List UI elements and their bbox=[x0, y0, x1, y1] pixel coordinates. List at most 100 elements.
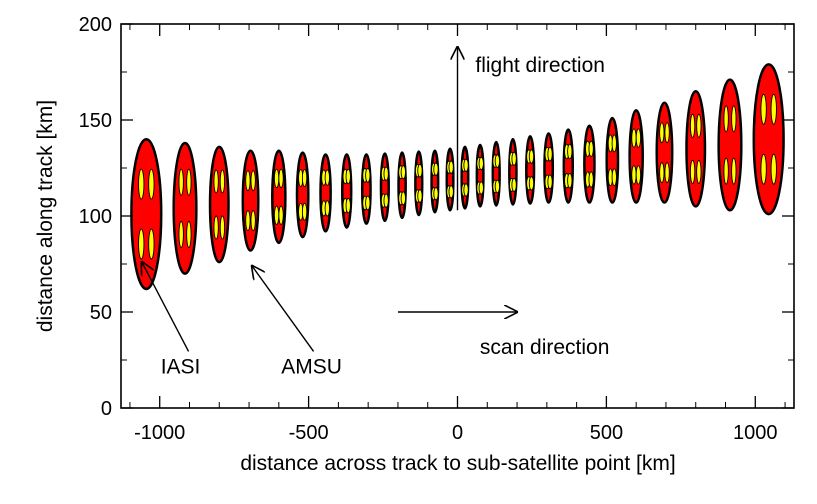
amsu-footprint bbox=[605, 116, 620, 204]
annotation-label: scan direction bbox=[480, 336, 610, 359]
iasi-pixel bbox=[547, 174, 553, 190]
footprint-ellipses bbox=[130, 63, 785, 291]
iasi-pixel bbox=[324, 200, 330, 217]
x-tick-label: 0 bbox=[452, 422, 463, 444]
amsu-footprint bbox=[475, 143, 485, 208]
iasi-pixel bbox=[760, 153, 767, 185]
iasi-pixel bbox=[528, 176, 535, 191]
amsu-footprint bbox=[628, 109, 644, 204]
iasi-pixel bbox=[273, 168, 280, 189]
iasi-pixel bbox=[138, 168, 145, 200]
amsu-footprint bbox=[717, 78, 743, 212]
amsu-footprint bbox=[341, 153, 353, 229]
iasi-pixel bbox=[696, 159, 702, 184]
x-axis-label: distance across track to sub-satellite p… bbox=[240, 452, 675, 475]
iasi-pixel bbox=[448, 160, 454, 174]
iasi-pixel bbox=[433, 162, 439, 176]
amsu-footprint bbox=[271, 149, 287, 245]
annotation-label: AMSU bbox=[281, 355, 342, 378]
amsu-footprint bbox=[130, 137, 163, 291]
iasi-pixel bbox=[659, 122, 665, 144]
amsu-footprint bbox=[460, 145, 470, 210]
iasi-pixel bbox=[635, 165, 642, 185]
iasi-pixel bbox=[345, 197, 351, 214]
iasi-pixel bbox=[511, 151, 517, 166]
iasi-pixel bbox=[433, 187, 439, 201]
iasi-pixel bbox=[213, 215, 219, 240]
iasi-pixel bbox=[345, 168, 351, 185]
iasi-pixel bbox=[696, 113, 702, 138]
iasi-pixel bbox=[659, 162, 665, 184]
iasi-pixel bbox=[219, 215, 226, 240]
amsu-footprint bbox=[685, 89, 707, 208]
iasi-pixel bbox=[250, 210, 256, 232]
iasi-pixel bbox=[631, 128, 637, 148]
iasi-pixel bbox=[186, 220, 192, 248]
iasi-pixel bbox=[463, 183, 469, 197]
x-tick-label: -1000 bbox=[134, 422, 185, 444]
iasi-pixel bbox=[635, 128, 642, 148]
iasi-pixel bbox=[611, 168, 617, 187]
amsu-footprint bbox=[525, 135, 536, 205]
iasi-pixel bbox=[494, 179, 501, 194]
iasi-pixel bbox=[400, 165, 406, 180]
iasi-pixel bbox=[723, 105, 729, 133]
iasi-pixel bbox=[588, 171, 594, 188]
amsu-footprint bbox=[319, 153, 332, 233]
amsu-footprint bbox=[752, 63, 785, 216]
iasi-pixel bbox=[365, 195, 371, 211]
iasi-pixel bbox=[301, 202, 308, 221]
x-tick-label: -500 bbox=[289, 422, 329, 444]
amsu-footprint bbox=[172, 141, 198, 275]
amsu-footprint bbox=[414, 150, 424, 217]
iasi-pixel bbox=[770, 93, 777, 125]
y-tick-label: 200 bbox=[79, 14, 112, 36]
iasi-pixel bbox=[250, 170, 256, 192]
iasi-pixel bbox=[178, 220, 184, 248]
iasi-pixel bbox=[324, 169, 330, 186]
annotation-arrow bbox=[142, 262, 190, 352]
iasi-pixel bbox=[138, 228, 145, 260]
iasi-pixel bbox=[547, 146, 553, 162]
iasi-pixel bbox=[478, 181, 484, 195]
iasi-pixel bbox=[731, 105, 737, 133]
amsu-footprint bbox=[491, 140, 501, 207]
amsu-footprint bbox=[655, 101, 674, 204]
iasi-pixel bbox=[245, 210, 251, 232]
amsu-footprint bbox=[562, 128, 574, 204]
iasi-pixel bbox=[664, 122, 670, 144]
iasi-pixel bbox=[760, 93, 767, 125]
iasi-pixel bbox=[186, 168, 192, 196]
iasi-pixel bbox=[213, 169, 219, 194]
iasi-pixel bbox=[770, 153, 777, 185]
iasi-pixel bbox=[478, 156, 484, 170]
iasi-pixel bbox=[219, 169, 226, 194]
iasi-pixel bbox=[689, 113, 696, 138]
iasi-pixel bbox=[494, 154, 501, 168]
amsu-footprint bbox=[208, 145, 230, 264]
iasi-pixel bbox=[365, 167, 371, 183]
iasi-pixel bbox=[731, 157, 737, 185]
iasi-pixel bbox=[664, 162, 670, 184]
y-tick-label: 150 bbox=[79, 110, 112, 132]
amsu-footprint bbox=[379, 152, 390, 223]
annotations: IASI AMSU flight direction scan direction bbox=[142, 47, 610, 378]
iasi-pixel bbox=[689, 159, 696, 184]
amsu-footprint bbox=[430, 149, 440, 214]
amsu-footprint bbox=[360, 153, 372, 225]
amsu-footprint bbox=[445, 147, 455, 212]
iasi-pixel bbox=[383, 166, 389, 181]
annotation-label: IASI bbox=[161, 355, 201, 378]
iasi-pixel bbox=[723, 157, 729, 185]
iasi-pixel bbox=[417, 163, 423, 178]
iasi-pixel bbox=[511, 177, 517, 192]
iasi-pixel bbox=[463, 158, 469, 172]
iasi-pixel bbox=[567, 172, 573, 189]
iasi-pixel bbox=[301, 169, 308, 187]
amsu-footprint bbox=[295, 151, 310, 239]
iasi-pixel bbox=[273, 205, 280, 225]
iasi-pixel bbox=[148, 168, 155, 200]
amsu-footprint bbox=[543, 132, 555, 204]
